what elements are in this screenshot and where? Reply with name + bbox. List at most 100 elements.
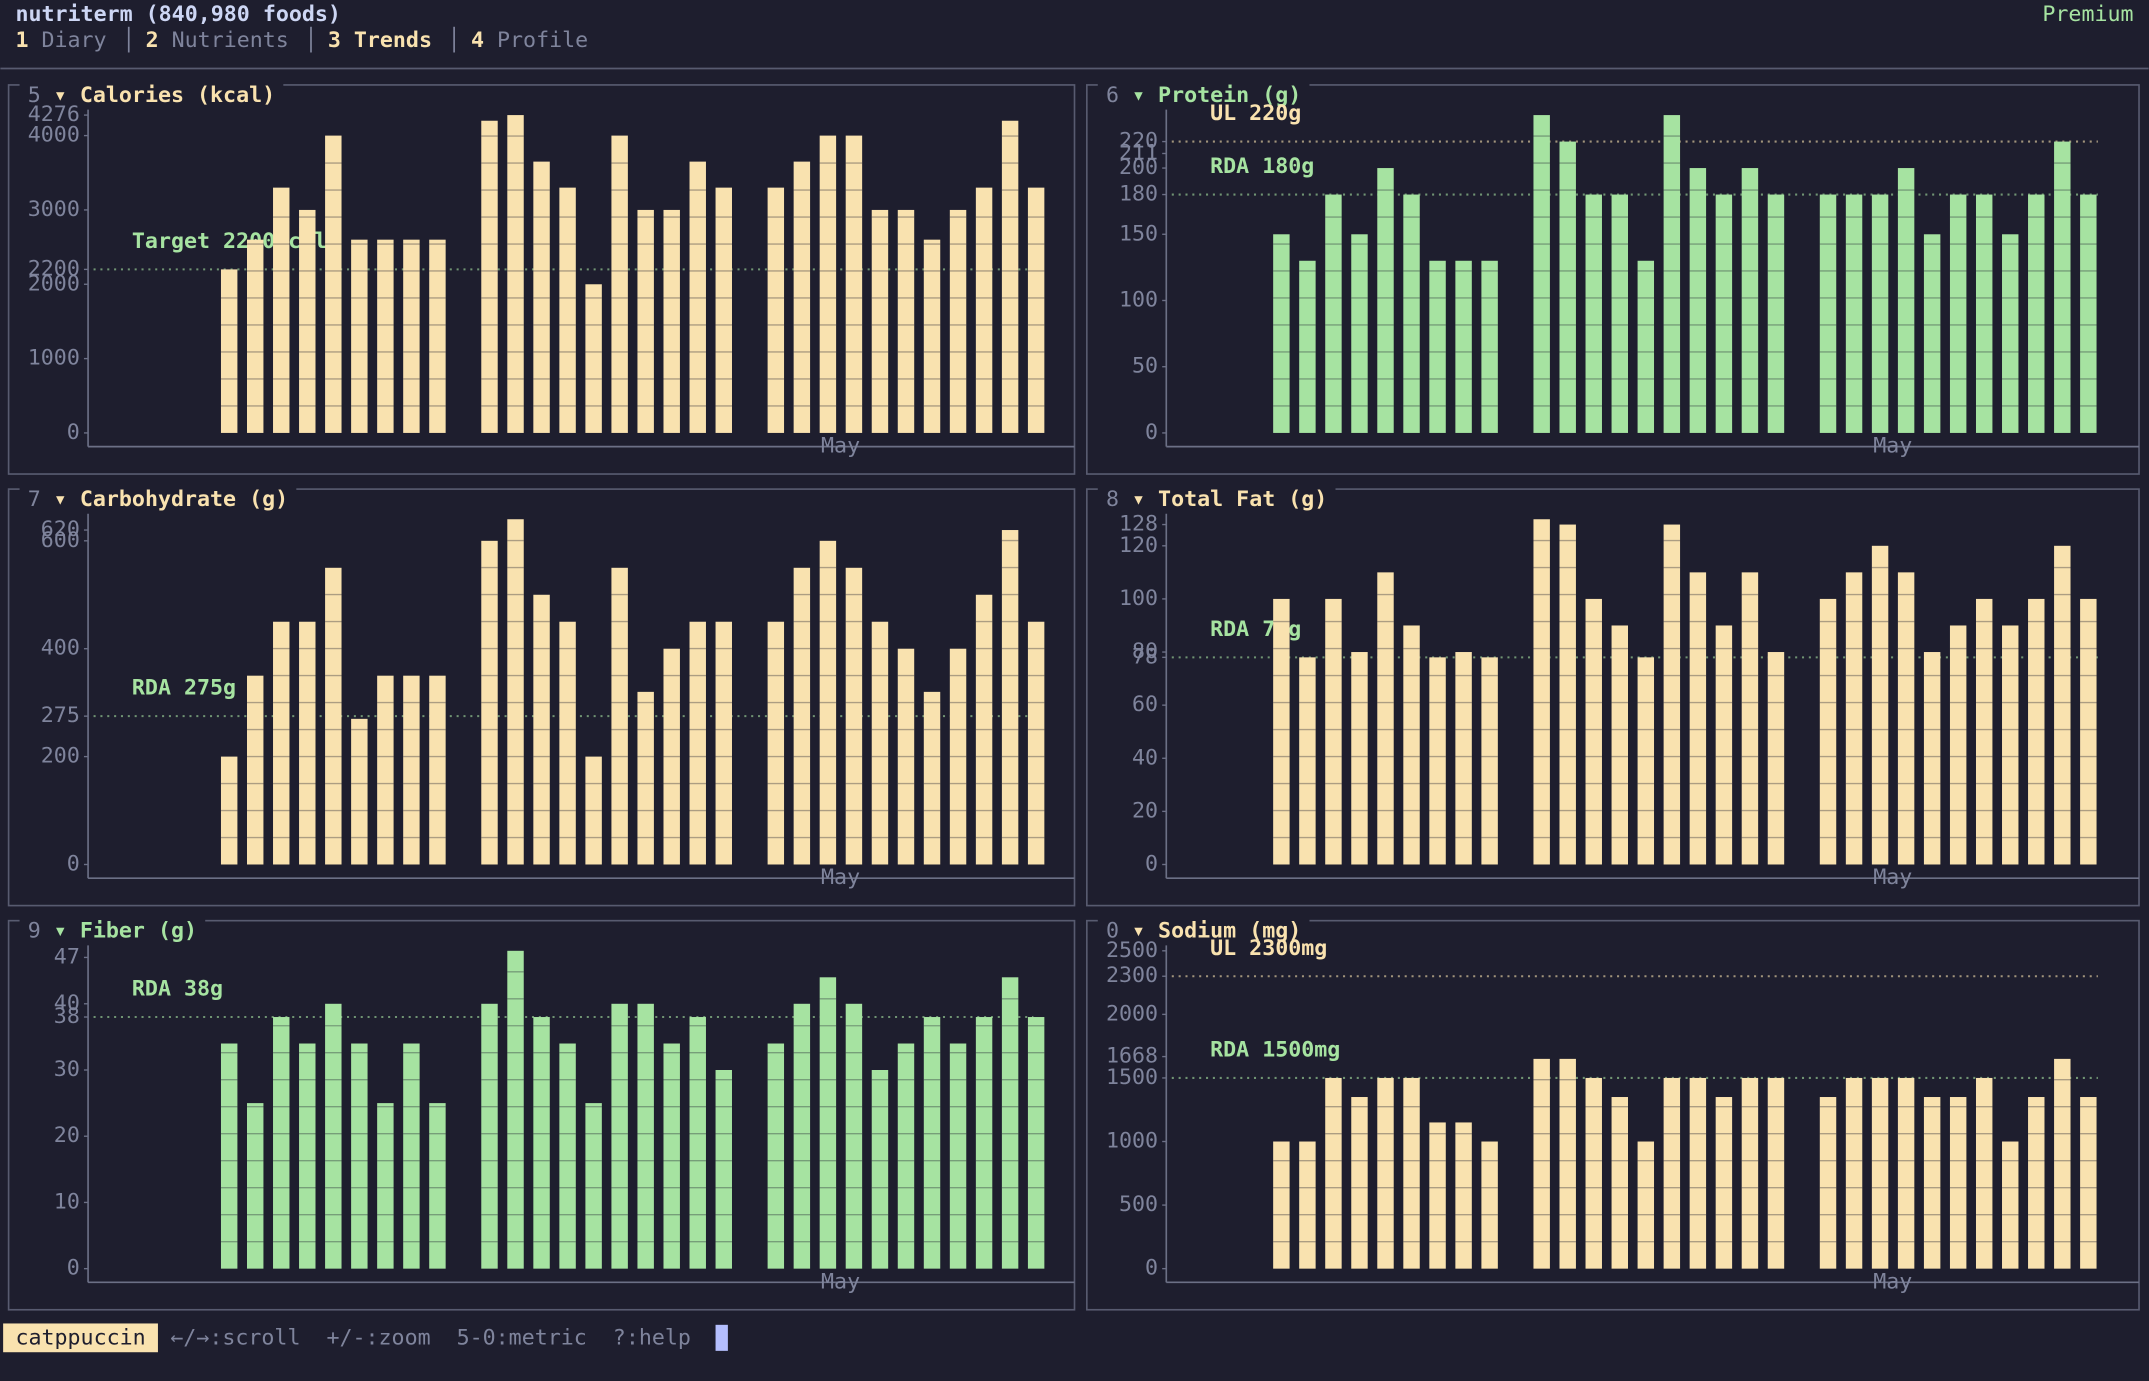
tab-label[interactable]: Nutrients bbox=[172, 28, 289, 53]
bar bbox=[1001, 530, 1019, 865]
plan-badge: Premium bbox=[2042, 2, 2133, 27]
y-tick-label: 2200 bbox=[28, 256, 80, 281]
bar bbox=[1897, 1077, 1915, 1269]
bar bbox=[507, 950, 524, 1269]
y-tick-label: 220 bbox=[1119, 129, 1158, 154]
bar bbox=[793, 161, 811, 433]
tab-label[interactable]: Trends bbox=[354, 28, 432, 53]
bar bbox=[611, 135, 628, 433]
bar bbox=[1715, 625, 1733, 865]
bar bbox=[1585, 1077, 1602, 1269]
tab-key[interactable]: 2 bbox=[146, 28, 159, 53]
bar bbox=[273, 621, 290, 865]
bar bbox=[1273, 598, 1290, 865]
bar bbox=[897, 209, 915, 433]
bar bbox=[1455, 1122, 1472, 1269]
bar bbox=[637, 691, 654, 865]
bar bbox=[1273, 1141, 1290, 1269]
tab-key[interactable]: 1 bbox=[15, 28, 28, 53]
panel-key[interactable]: 0 bbox=[1106, 919, 1119, 944]
bar bbox=[1611, 1097, 1628, 1269]
bar bbox=[1741, 572, 1759, 865]
y-tick-label: 500 bbox=[1119, 1192, 1158, 1217]
bar bbox=[819, 977, 837, 1269]
bar bbox=[1377, 1077, 1394, 1269]
panel-key[interactable]: 8 bbox=[1106, 487, 1119, 512]
bar bbox=[246, 1103, 264, 1269]
bar bbox=[325, 135, 342, 433]
y-tick-label: 4000 bbox=[28, 123, 80, 148]
bar bbox=[1923, 234, 1941, 433]
y-tick-label: 0 bbox=[1145, 420, 1158, 445]
bar bbox=[1351, 1097, 1368, 1269]
bar bbox=[819, 135, 837, 433]
bar bbox=[2028, 194, 2045, 433]
tab-key[interactable]: 3 bbox=[328, 28, 341, 53]
bar bbox=[1559, 141, 1576, 433]
bar bbox=[949, 648, 967, 865]
panel-border bbox=[7, 919, 1076, 1311]
panel-key[interactable]: 6 bbox=[1106, 83, 1119, 108]
tab-label[interactable]: Profile bbox=[497, 28, 588, 53]
bar bbox=[559, 621, 576, 865]
bar bbox=[1273, 234, 1290, 433]
key-hint: ←/→:scroll bbox=[170, 1326, 300, 1351]
bar bbox=[1819, 1097, 1837, 1269]
bar bbox=[1001, 120, 1019, 433]
bar bbox=[1923, 652, 1941, 865]
bar bbox=[1325, 598, 1342, 865]
y-tick-label: 1500 bbox=[1106, 1065, 1158, 1090]
panel-key[interactable]: 7 bbox=[28, 487, 41, 512]
panel-title: Total Fat (g) bbox=[1158, 487, 1327, 512]
y-tick-label: 30 bbox=[54, 1057, 80, 1082]
y-tick-label: 200 bbox=[1119, 155, 1158, 180]
bar bbox=[845, 135, 863, 433]
bar bbox=[845, 567, 863, 865]
bar bbox=[1637, 260, 1655, 433]
bar bbox=[559, 1043, 576, 1269]
y-tick-label: 2300 bbox=[1106, 963, 1158, 988]
bar bbox=[715, 187, 732, 433]
y-tick-label: 1000 bbox=[1106, 1129, 1158, 1154]
bar bbox=[533, 594, 550, 865]
bar bbox=[1403, 625, 1420, 865]
bar bbox=[1767, 652, 1785, 865]
bar bbox=[246, 675, 264, 865]
bar bbox=[1001, 977, 1019, 1269]
y-tick-label: 0 bbox=[67, 420, 80, 445]
y-tick-label: 120 bbox=[1119, 533, 1158, 558]
tab-label[interactable]: Diary bbox=[41, 28, 106, 53]
bar bbox=[1819, 598, 1837, 865]
title-backdrop bbox=[1097, 72, 1310, 98]
y-tick-label: 47 bbox=[54, 944, 80, 969]
y-tick-label: 38 bbox=[54, 1004, 80, 1029]
bar bbox=[273, 187, 290, 433]
bar bbox=[767, 187, 785, 433]
bar bbox=[611, 1003, 628, 1269]
theme-name[interactable]: catppuccin bbox=[15, 1326, 145, 1351]
bar bbox=[377, 1103, 394, 1269]
bar bbox=[220, 269, 238, 433]
bar bbox=[975, 187, 993, 433]
bar bbox=[1611, 194, 1628, 433]
collapse-icon: ▾ bbox=[54, 919, 67, 944]
bar bbox=[2002, 625, 2019, 865]
bar bbox=[351, 1043, 368, 1269]
bar bbox=[1689, 1077, 1707, 1269]
reference-label: UL 2300mg bbox=[1210, 936, 1327, 961]
panel-key[interactable]: 5 bbox=[28, 83, 41, 108]
bar bbox=[403, 675, 420, 865]
bar bbox=[1949, 625, 1967, 865]
y-tick-label: 20 bbox=[1132, 798, 1158, 823]
y-tick-label: 0 bbox=[67, 851, 80, 876]
bar bbox=[1351, 234, 1368, 433]
bar bbox=[923, 1017, 941, 1269]
bar bbox=[299, 621, 316, 865]
key-hint: +/-:zoom bbox=[326, 1326, 430, 1351]
panel-key[interactable]: 9 bbox=[28, 919, 41, 944]
tab-key[interactable]: 4 bbox=[471, 28, 484, 53]
y-tick-label: 128 bbox=[1119, 512, 1158, 537]
x-tick-label: May bbox=[1873, 865, 1912, 890]
